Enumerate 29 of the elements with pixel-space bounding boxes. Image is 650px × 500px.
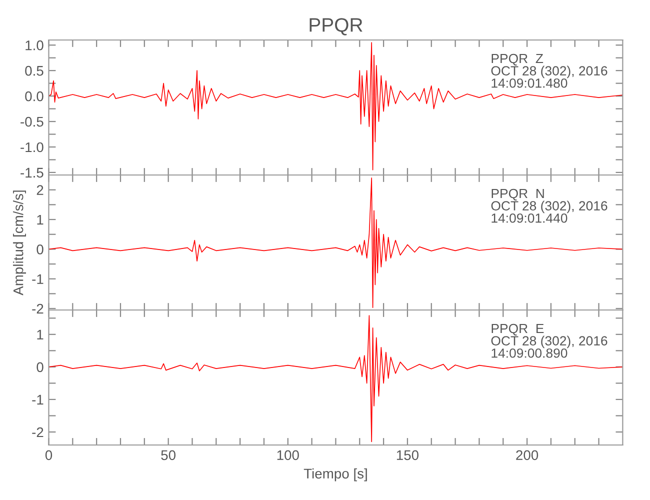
line-series (48, 315, 623, 442)
y-tick-label: -1 (32, 274, 44, 284)
x-tick-label: 150 (396, 450, 419, 460)
annotation: PPQR Z OCT 28 (302), 2016 14:09:01.480 (491, 54, 608, 88)
x-tick-label: 50 (161, 450, 176, 460)
y-tick-label: -2 (32, 304, 44, 314)
annotation: PPQR N OCT 28 (302), 2016 14:09:01.440 (491, 188, 608, 223)
y-tick-label: 2 (36, 185, 44, 195)
y-tick-label: -1.0 (20, 142, 44, 152)
y-tick-label: -1.5 (20, 168, 44, 178)
annotation: PPQR E OCT 28 (302), 2016 14:09:00.890 (491, 324, 608, 358)
x-tick-label: 100 (277, 450, 299, 460)
x-tick-label: 0 (45, 450, 52, 460)
y-axis-title: Amplitud [cm/s/s] (13, 190, 26, 296)
line-series (48, 42, 623, 170)
y-tick-label: 1 (37, 214, 44, 225)
y-tick-label: -1 (32, 394, 44, 404)
y-tick-label: 1 (37, 330, 44, 340)
x-axis-title: Tiempo [s] (304, 468, 367, 482)
y-tick-label: -0.5 (20, 116, 44, 127)
x-tick-label: 200 (516, 450, 538, 460)
y-tick-label: 1.0 (26, 40, 44, 50)
chart-title: PPQR (310, 18, 362, 36)
y-tick-label: 0.0 (25, 91, 44, 102)
y-tick-label: -2 (32, 427, 44, 438)
line-series (48, 178, 623, 308)
y-tick-label: 0.5 (25, 66, 44, 76)
y-tick-label: 0 (36, 362, 44, 372)
y-tick-label: 0 (36, 244, 44, 254)
